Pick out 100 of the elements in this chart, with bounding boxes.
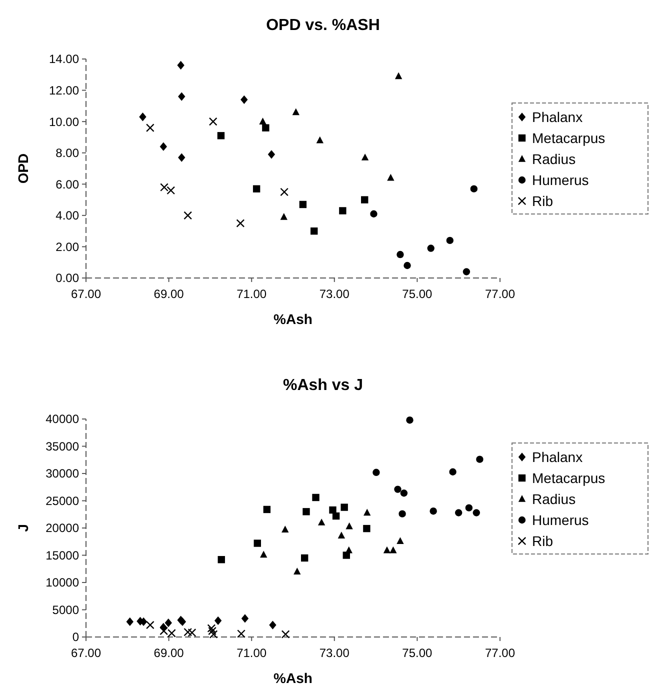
x-tick-label: 71.00 <box>236 287 267 301</box>
point <box>370 210 378 218</box>
point <box>400 490 408 497</box>
y-tick-label: 15000 <box>46 548 80 562</box>
y-axis-title: J <box>15 524 31 532</box>
y-tick-label: 40000 <box>46 412 80 426</box>
point <box>188 628 196 637</box>
point <box>294 568 301 574</box>
point <box>184 211 192 220</box>
point <box>302 508 310 516</box>
y-tick-label: 12.00 <box>48 83 80 98</box>
point <box>462 268 470 276</box>
point <box>394 72 402 80</box>
chart-title: %Ash vs J <box>282 377 364 394</box>
point <box>280 188 289 196</box>
legend-label: Humerus <box>532 172 589 188</box>
point <box>396 537 404 544</box>
point <box>282 526 289 533</box>
legend-label: Metacarpus <box>532 130 606 146</box>
point <box>280 213 288 220</box>
point <box>236 219 245 228</box>
point <box>363 524 370 532</box>
point <box>372 468 380 476</box>
legend-label: Phalanx <box>532 448 583 465</box>
point <box>472 509 480 516</box>
y-tick-label: 30000 <box>46 466 80 481</box>
point <box>160 142 168 151</box>
point <box>455 509 462 516</box>
point <box>299 200 307 208</box>
point <box>398 510 406 518</box>
point <box>214 616 222 625</box>
point <box>263 506 271 514</box>
point <box>208 117 218 126</box>
legend-label: Phalanx <box>532 108 583 125</box>
point <box>300 554 308 562</box>
y-tick-label: 0.00 <box>56 271 80 286</box>
y-tick-label: 10000 <box>46 576 80 590</box>
chart-title: OPD vs. %ASH <box>266 17 380 34</box>
point <box>146 124 154 132</box>
y-tick-label: 14.00 <box>48 52 80 66</box>
x-tick-label: 67.00 <box>70 287 102 301</box>
y-tick-label: 35000 <box>46 439 80 454</box>
x-tick-label: 71.00 <box>236 646 267 660</box>
point <box>240 95 248 104</box>
point <box>406 416 414 424</box>
point <box>394 486 402 493</box>
y-tick-label: 8.00 <box>56 146 80 160</box>
point <box>390 546 397 554</box>
point <box>139 112 146 122</box>
y-tick-label: 2.00 <box>56 240 80 254</box>
point <box>361 154 369 160</box>
point <box>387 174 394 181</box>
legend-label: Rib <box>532 192 554 209</box>
y-tick-label: 6.00 <box>56 177 80 192</box>
point <box>177 60 184 70</box>
point <box>146 620 154 630</box>
x-tick-label: 69.00 <box>154 646 184 660</box>
point <box>329 506 336 514</box>
x-tick-label: 73.00 <box>319 287 350 301</box>
point <box>364 508 371 516</box>
x-tick-label: 75.00 <box>402 287 433 301</box>
point <box>476 456 484 463</box>
point <box>383 546 391 554</box>
y-tick-label: 20000 <box>46 521 80 536</box>
x-tick-label: 77.00 <box>484 287 516 301</box>
x-tick-label: 67.00 <box>70 646 102 660</box>
point <box>396 250 404 258</box>
point <box>260 550 268 558</box>
x-tick-label: 69.00 <box>154 287 184 301</box>
x-axis-title: %Ash <box>274 670 312 686</box>
point <box>126 617 134 626</box>
point <box>312 494 320 502</box>
point <box>252 185 260 192</box>
legend-label: Rib <box>532 532 554 549</box>
point <box>338 532 346 539</box>
point <box>237 630 246 638</box>
point <box>269 620 276 630</box>
point <box>259 118 266 124</box>
point <box>318 518 326 526</box>
x-tick-label: 75.00 <box>402 646 433 660</box>
point <box>208 626 216 636</box>
point <box>207 624 216 632</box>
x-tick-label: 77.00 <box>484 646 516 660</box>
point <box>345 546 352 554</box>
legend-label: Radius <box>532 490 576 507</box>
point <box>361 196 368 204</box>
point <box>209 630 218 638</box>
point <box>449 468 456 476</box>
point <box>178 92 186 101</box>
y-tick-label: 0 <box>72 630 80 644</box>
point <box>339 207 346 214</box>
point <box>465 504 473 512</box>
point <box>340 504 348 511</box>
legend-label: Humerus <box>532 512 589 528</box>
point <box>281 630 290 638</box>
point <box>470 185 478 192</box>
point <box>218 556 225 564</box>
point <box>404 262 411 270</box>
point <box>332 512 340 520</box>
y-tick-label: 4.00 <box>56 208 80 223</box>
